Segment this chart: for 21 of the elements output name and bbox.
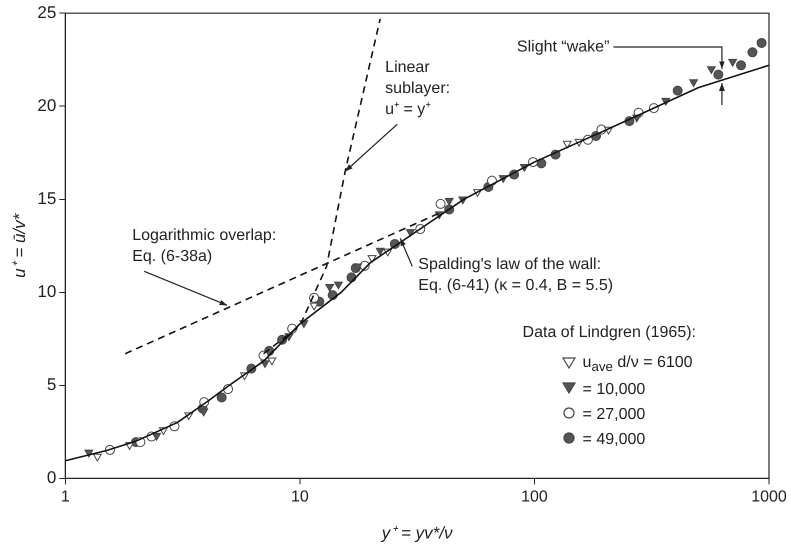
y-tick-label: 0: [46, 468, 56, 488]
legend-label: = 27,000: [582, 406, 646, 424]
legend-title: Data of Lindgren (1965):: [522, 324, 696, 342]
y-axis-title: u⁺ = ū/v*: [10, 212, 29, 278]
x-axis-title: y⁺ = yv*/ν: [380, 524, 454, 543]
legend-label: = 49,000: [582, 430, 646, 448]
x-tick-label: 1000: [751, 488, 787, 506]
x-tick-label: 10: [290, 488, 309, 506]
x-tick-label: 100: [521, 488, 548, 506]
y-tick-label: 20: [37, 96, 56, 115]
legend-label: u$_{ave}$ d/ν = 6100: [582, 354, 693, 375]
y-tick-label: 25: [37, 2, 56, 22]
legend-label: = 10,000: [582, 380, 646, 398]
annotation: Linear sublayer: u⁺ = y⁺: [385, 58, 450, 118]
annotation: Logarithmic overlap: Eq. (6-38a): [132, 226, 276, 265]
annotation: Slight “wake”: [516, 38, 610, 56]
y-tick-label: 10: [37, 282, 56, 302]
y-tick-label: 15: [37, 188, 56, 208]
annotation: Spalding's law of the wall: Eq. (6-41) (κ = 0.4, B = 5.5): [418, 256, 614, 294]
x-tick-label: 1: [60, 488, 70, 506]
y-tick-label: 5: [46, 375, 56, 394]
